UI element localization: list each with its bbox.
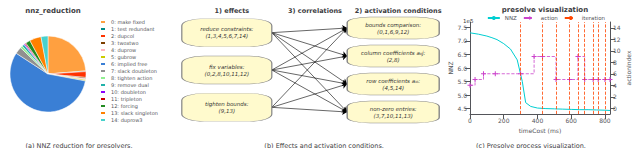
svg-text:1) effects: 1) effects: [214, 7, 249, 15]
svg-text:2: dupcol: 2: dupcol: [111, 33, 134, 40]
svg-text:3) correlations: 3) correlations: [288, 7, 342, 15]
svg-text:5.0: 5.0: [457, 92, 467, 99]
svg-text:(2,8): (2,8): [387, 57, 400, 63]
svg-text:0: 0: [613, 105, 617, 112]
svg-text:row coefficients aᵢ₀:: row coefficients aᵢ₀:: [366, 78, 420, 84]
svg-text:1e5: 1e5: [463, 18, 474, 24]
svg-text:9: remove dual: 9: remove dual: [111, 82, 149, 88]
svg-text:7.0: 7.0: [457, 37, 467, 44]
svg-text:presolve visualization: presolve visualization: [502, 6, 588, 14]
svg-text:bounds comparison:: bounds comparison:: [365, 22, 421, 29]
svg-text:action: action: [541, 15, 558, 21]
svg-text:4: duprow: 4: duprow: [111, 47, 136, 54]
svg-text:nnz_reduction: nnz_reduction: [25, 7, 80, 15]
svg-text:fix variables:: fix variables:: [209, 64, 245, 70]
svg-text:tighten bounds:: tighten bounds:: [205, 101, 249, 108]
svg-text:400: 400: [532, 117, 544, 124]
svg-text:(0,2,8,10,11,12): (0,2,8,10,11,12): [205, 71, 250, 77]
svg-text:(c) Presolve process visualiza: (c) Presolve process visualization.: [476, 142, 586, 148]
svg-text:(a) NNZ reduction for presolve: (a) NNZ reduction for presolvers.: [25, 142, 132, 148]
svg-text:timeCost (ms): timeCost (ms): [519, 127, 561, 134]
svg-text:8: 8: [613, 59, 617, 66]
svg-text:(1,3,4,5,6,7,14): (1,3,4,5,6,7,14): [205, 33, 248, 39]
svg-text:5: gubrow: 5: gubrow: [111, 54, 136, 61]
svg-text:8: tighten action: 8: tighten action: [111, 75, 152, 82]
svg-text:iteration: iteration: [582, 15, 606, 21]
svg-text:200: 200: [498, 117, 510, 124]
svg-text:6: 6: [613, 70, 617, 77]
svg-text:6: implied free: 6: implied free: [111, 61, 147, 68]
svg-text:(0,1,6,9,12): (0,1,6,9,12): [377, 29, 409, 35]
svg-text:14: duprow3: 14: duprow3: [111, 117, 142, 124]
svg-text:10: doubleton: 10: doubleton: [111, 89, 146, 95]
svg-text:4: 4: [613, 82, 617, 89]
svg-text:800: 800: [599, 117, 611, 124]
svg-text:10: 10: [613, 47, 621, 54]
svg-text:0: 0: [468, 117, 472, 124]
svg-text:(b) Effects and activation con: (b) Effects and activation conditions.: [264, 142, 383, 148]
svg-text:0: make fixed: 0: make fixed: [111, 19, 145, 25]
svg-text:2) activation conditions: 2) activation conditions: [355, 7, 442, 15]
svg-text:(4,5,14): (4,5,14): [382, 85, 404, 91]
svg-text:column coefficients a₀j:: column coefficients a₀j:: [361, 50, 426, 57]
svg-text:6.5: 6.5: [457, 51, 467, 58]
svg-text:4.5: 4.5: [457, 105, 467, 112]
svg-text:3: twoxtwo: 3: twoxtwo: [111, 40, 138, 46]
svg-text:actionIndex: actionIndex: [625, 50, 632, 85]
svg-text:600: 600: [565, 117, 577, 124]
svg-text:11: tripleton: 11: tripleton: [111, 96, 142, 103]
svg-text:non-zero entries:: non-zero entries:: [370, 106, 417, 112]
svg-text:7: slack doubleton: 7: slack doubleton: [111, 68, 157, 74]
svg-text:1: test redundant: 1: test redundant: [111, 26, 155, 32]
svg-text:2: 2: [613, 93, 617, 100]
svg-text:5.5: 5.5: [457, 78, 467, 85]
svg-text:12: forcing: 12: forcing: [111, 103, 138, 110]
svg-text:(9,13): (9,13): [219, 108, 236, 114]
svg-text:reduce constraints:: reduce constraints:: [200, 26, 253, 32]
svg-text:6.0: 6.0: [457, 65, 467, 72]
svg-text:7.5: 7.5: [457, 24, 467, 31]
svg-text:NNZ: NNZ: [447, 61, 454, 74]
svg-text:13: slack singleton: 13: slack singleton: [111, 110, 158, 117]
svg-text:14: 14: [613, 24, 621, 31]
svg-text:NNZ: NNZ: [505, 15, 517, 21]
svg-text:12: 12: [613, 36, 621, 43]
svg-text:(3,7,10,11,13): (3,7,10,11,13): [374, 113, 413, 119]
